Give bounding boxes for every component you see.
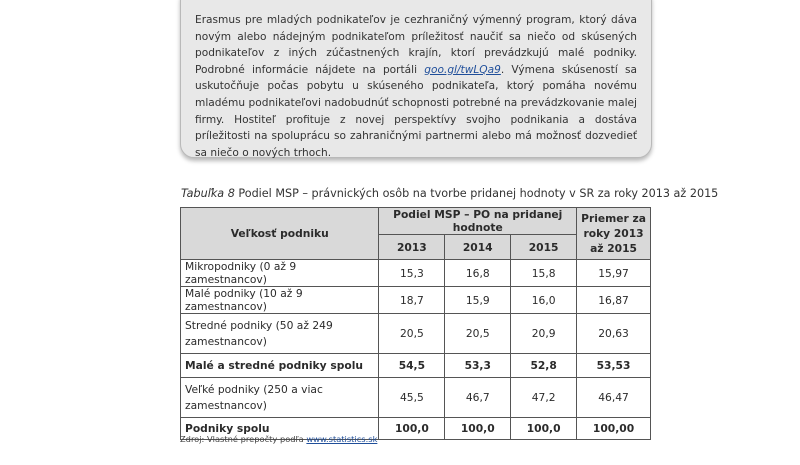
- cell-value: 53,53: [576, 353, 651, 378]
- header-year: 2013: [378, 234, 446, 260]
- cell-value: 100,0: [378, 417, 446, 440]
- cell-value: 47,2: [510, 377, 578, 418]
- cell-value: 46,47: [576, 377, 651, 418]
- cell-value: 52,8: [510, 353, 578, 378]
- msp-table: Veľkosť podniku Podiel MSP – PO na prida…: [179, 207, 651, 440]
- header-year: 2014: [444, 234, 512, 260]
- cell-value: 54,5: [378, 353, 446, 378]
- row-label: Veľké podniky (250 a viac zamestnancov): [179, 377, 380, 418]
- table-row: Podniky spolu 100,0 100,0 100,0 100,00: [179, 417, 651, 440]
- info-box: Erasmus pre mladých podnikateľov je cezh…: [180, 0, 652, 159]
- cell-value: 18,7: [378, 286, 446, 314]
- cell-value: 20,5: [444, 313, 512, 354]
- cell-value: 15,97: [576, 259, 651, 287]
- cell-value: 16,87: [576, 286, 651, 314]
- cell-value: 20,5: [378, 313, 446, 354]
- table-row: Malé podniky (10 až 9 zamestnancov) 18,7…: [179, 286, 651, 314]
- portal-link[interactable]: goo.gl/twLQa9: [424, 63, 501, 76]
- table-row: Veľké podniky (250 a viac zamestnancov) …: [179, 377, 651, 418]
- info-box-text: Erasmus pre mladých podnikateľov je cezh…: [195, 14, 637, 159]
- cell-value: 45,5: [378, 377, 446, 418]
- row-label: Mikropodniky (0 až 9 zamestnancov): [179, 259, 380, 287]
- table-row: Malé a stredné podniky spolu 54,5 53,3 5…: [179, 353, 651, 378]
- table-row: Mikropodniky (0 až 9 zamestnancov) 15,3 …: [179, 259, 651, 287]
- row-label: Malé podniky (10 až 9 zamestnancov): [179, 286, 380, 314]
- idea-illustration-icon: [213, 0, 261, 1]
- row-label: Stredné podniky (50 až 249 zamestnancov): [179, 313, 380, 354]
- cell-value: 15,8: [510, 259, 578, 287]
- row-label: Podniky spolu: [179, 417, 380, 440]
- cell-value: 20,63: [576, 313, 651, 354]
- cell-value: 53,3: [444, 353, 512, 378]
- cell-value: 100,0: [510, 417, 578, 440]
- cell-value: 46,7: [444, 377, 512, 418]
- row-label: Malé a stredné podniky spolu: [179, 353, 380, 378]
- cell-value: 100,0: [444, 417, 512, 440]
- header-year: 2015: [510, 234, 578, 260]
- source-note: Zdroj: Vlastné prepočty podľa www.statis…: [180, 434, 378, 444]
- table-caption-label: Tabuľka 8: [181, 187, 235, 200]
- cell-value: 20,9: [510, 313, 578, 354]
- header-average: Priemer za roky 2013 až 2015: [576, 207, 651, 260]
- cell-value: 16,0: [510, 286, 578, 314]
- table-caption: Tabuľka 8 Podiel MSP – právnických osôb …: [181, 187, 718, 201]
- cell-value: 100,00: [576, 417, 651, 440]
- cell-value: 15,9: [444, 286, 512, 314]
- table-row: Stredné podniky (50 až 249 zamestnancov)…: [179, 313, 651, 354]
- cell-value: 15,3: [378, 259, 446, 287]
- source-link[interactable]: www.statistics.sk: [306, 434, 378, 444]
- header-share: Podiel MSP – PO na pridanej hodnote: [378, 207, 578, 235]
- table-caption-text: Podiel MSP – právnických osôb na tvorbe …: [234, 187, 719, 200]
- header-size: Veľkosť podniku: [179, 207, 380, 260]
- cell-value: 16,8: [444, 259, 512, 287]
